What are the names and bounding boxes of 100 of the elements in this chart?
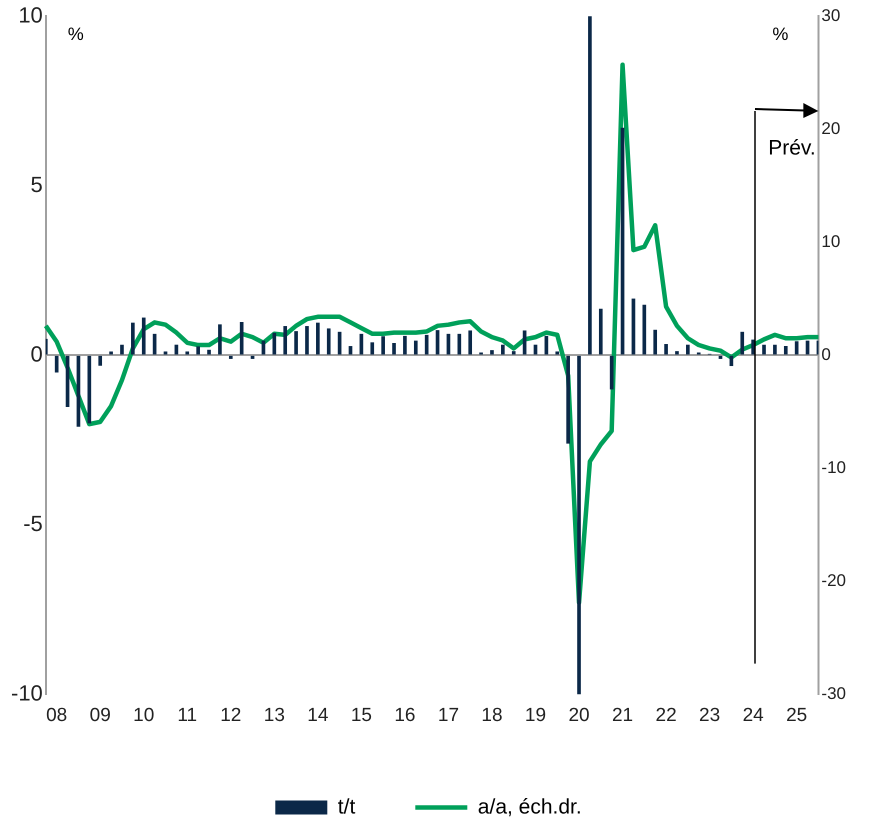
x-tick-label: 25 <box>786 704 808 726</box>
bar <box>598 308 603 355</box>
bar <box>76 356 80 427</box>
y2-tick-label: 10 <box>821 232 840 251</box>
bar <box>196 346 200 355</box>
bar <box>457 334 462 355</box>
bar <box>501 344 505 355</box>
bar <box>185 351 190 355</box>
bar <box>87 356 92 424</box>
x-tick-label: 08 <box>46 704 68 726</box>
bar <box>360 334 364 355</box>
bar <box>762 344 766 355</box>
y2-tick-label: -10 <box>821 458 846 477</box>
bar <box>512 351 516 355</box>
x-tick-label: 15 <box>350 704 372 726</box>
x-tick-label: 21 <box>612 704 634 726</box>
bar <box>588 16 592 355</box>
bar <box>730 356 734 366</box>
bar <box>392 343 396 355</box>
bar <box>544 336 548 355</box>
bar <box>120 344 124 355</box>
x-tick-label: 20 <box>568 704 590 726</box>
bar <box>403 336 407 355</box>
bar <box>218 324 222 355</box>
y2-tick-label: -30 <box>821 684 846 703</box>
x-tick-label: 13 <box>264 704 285 726</box>
bar <box>773 344 777 355</box>
bar <box>479 352 483 355</box>
x-tick-label: 19 <box>524 704 546 726</box>
y-tick-label: -5 <box>23 510 43 536</box>
bar <box>664 344 668 355</box>
bar <box>436 330 440 355</box>
bar <box>620 128 624 355</box>
y2-tick-label: 20 <box>821 118 840 138</box>
bar <box>534 344 538 355</box>
bar <box>164 351 168 355</box>
annotation: Prév. <box>768 136 816 160</box>
legend-label: a/a, éch.dr. <box>478 795 582 818</box>
bar <box>152 334 156 355</box>
bar <box>54 356 59 372</box>
bar <box>174 344 178 355</box>
bar <box>806 340 810 355</box>
bar <box>272 332 276 355</box>
bar <box>348 346 352 355</box>
y2-tick-label: 0 <box>821 344 831 364</box>
bar <box>228 356 233 359</box>
bar <box>109 351 113 355</box>
bar <box>142 318 146 355</box>
bar <box>718 356 722 359</box>
bar <box>446 334 450 355</box>
bar <box>98 356 102 366</box>
bar <box>577 356 581 694</box>
x-tick-label: 10 <box>133 704 154 726</box>
bar <box>131 322 135 355</box>
bar <box>632 298 636 355</box>
y-tick-label: 10 <box>18 2 43 28</box>
bar <box>610 356 614 390</box>
bar <box>784 346 788 355</box>
bar <box>338 332 342 355</box>
x-tick-label: 24 <box>742 704 764 726</box>
bar <box>294 331 298 355</box>
bar <box>305 326 309 355</box>
bar <box>250 356 254 359</box>
y2-tick-label: -20 <box>821 570 846 590</box>
bar <box>696 352 701 355</box>
bar <box>283 326 288 355</box>
bar <box>794 341 798 355</box>
bar <box>490 350 494 355</box>
y2-axis-title: % <box>772 24 788 44</box>
bar <box>642 304 646 355</box>
bar <box>207 350 211 355</box>
x-tick-label: 18 <box>481 704 503 726</box>
bar <box>424 334 428 355</box>
bar <box>326 328 331 355</box>
x-tick-label: 16 <box>394 704 416 726</box>
bar <box>381 336 385 355</box>
x-tick-label: 23 <box>699 704 720 726</box>
bar <box>740 332 744 355</box>
y2-tick-label: 30 <box>821 6 840 25</box>
bar <box>555 351 560 355</box>
bar <box>66 356 70 408</box>
legend-label: t/t <box>338 795 356 818</box>
y-tick-label: 5 <box>30 172 43 197</box>
bar <box>468 330 472 355</box>
x-tick-label: 22 <box>656 704 677 726</box>
x-tick-label: 09 <box>90 704 111 726</box>
x-tick-label: 12 <box>220 704 242 726</box>
bar <box>686 344 690 355</box>
bar <box>675 351 679 355</box>
y-tick-label: 0 <box>30 341 43 366</box>
bar <box>414 340 418 355</box>
bar <box>566 356 570 444</box>
bar <box>653 330 658 355</box>
y-tick-label: -10 <box>11 680 43 706</box>
x-tick-label: 11 <box>177 704 198 726</box>
y-axis-title: % <box>68 24 84 44</box>
bar <box>240 322 244 355</box>
x-tick-label: 14 <box>307 704 329 726</box>
bar <box>522 330 526 355</box>
bar <box>262 340 266 355</box>
